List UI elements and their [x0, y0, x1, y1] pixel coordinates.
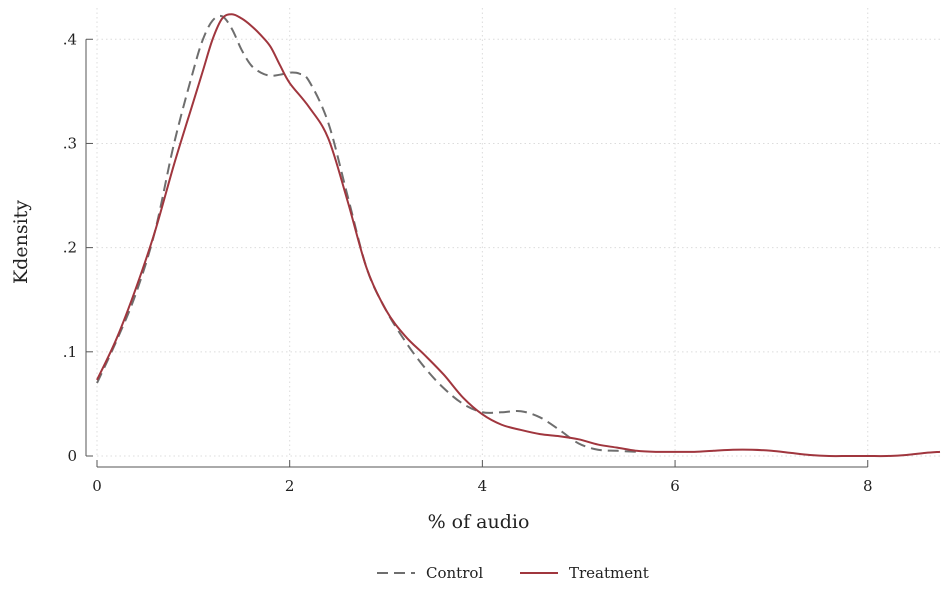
x-tick-label: 2: [285, 477, 295, 495]
y-ticks: 0 .1 .2 .3 .4: [63, 30, 93, 465]
legend-label-treatment: Treatment: [569, 564, 649, 582]
series-line-treatment: [96, 13, 941, 458]
series-line-control: [96, 14, 637, 453]
x-tick-label: 0: [92, 477, 102, 495]
y-tick-label: 0: [67, 447, 77, 465]
legend-label-control: Control: [426, 564, 483, 582]
y-tick-label: .1: [63, 343, 77, 361]
y-tick-label: .4: [63, 30, 77, 48]
grid: [96, 8, 940, 457]
y-axis-title: Kdensity: [10, 200, 32, 284]
x-tick-label: 4: [478, 477, 488, 495]
x-ticks: 0 2 4 6 8: [92, 460, 873, 495]
legend: Control Treatment: [377, 564, 649, 582]
x-axis-title: % of audio: [428, 511, 530, 533]
x-tick-label: 8: [863, 477, 873, 495]
y-tick-label: .3: [63, 134, 77, 152]
series: [96, 13, 941, 458]
axes: [85, 39, 868, 468]
y-tick-label: .2: [63, 239, 77, 257]
x-tick-label: 6: [670, 477, 680, 495]
